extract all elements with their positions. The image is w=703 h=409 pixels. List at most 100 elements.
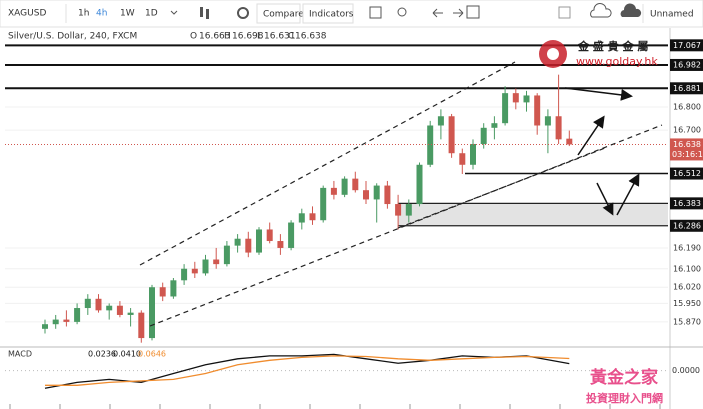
level-tag <box>670 58 703 71</box>
h-value: 16.698 <box>232 32 264 42</box>
channel <box>139 61 663 327</box>
indicators-button[interactable] <box>302 3 354 24</box>
interval-active[interactable]: 4h <box>96 9 107 19</box>
candle-body <box>95 298 102 311</box>
macd-readout: 0.0646 <box>138 350 166 359</box>
fullscreen-icon[interactable] <box>466 5 480 19</box>
plot: 15.870 15.950 16.020 16.100 16.190 16.700 16.8… <box>0 28 703 409</box>
candle-body <box>448 116 455 154</box>
candle-body <box>202 259 209 274</box>
candle-body <box>84 298 91 309</box>
level-label: 17.067 <box>673 41 701 50</box>
candle-body <box>416 164 423 205</box>
macd-readout: 0.0410 <box>113 350 141 359</box>
interval[interactable]: 1D <box>145 9 158 19</box>
save-icon[interactable] <box>620 3 642 17</box>
candle-body <box>74 308 81 322</box>
candle-body <box>127 312 134 315</box>
candle-body <box>181 268 188 281</box>
level-label: 16.512 <box>673 169 701 178</box>
logo <box>539 40 567 68</box>
y-tick-label: 16.700 <box>673 126 701 135</box>
site-name: 黃金之家 <box>589 367 658 388</box>
brand-name: 金 盛 貴 金 屬 <box>577 39 648 53</box>
candle-body <box>352 178 359 191</box>
candle-body <box>256 229 262 253</box>
candle-body <box>534 95 541 126</box>
c-label: C <box>288 32 294 42</box>
macd-readout: 0.0236 <box>88 350 116 359</box>
candle-body <box>405 204 412 216</box>
compare-label[interactable]: Compare <box>263 10 304 20</box>
chart-style-icon[interactable] <box>200 7 209 19</box>
price-tag <box>670 138 703 161</box>
candle-body <box>320 187 327 221</box>
candle-body <box>266 229 273 242</box>
y-tick-label: 16.800 <box>673 103 701 112</box>
arrows <box>564 87 640 216</box>
macd-line <box>45 355 570 386</box>
layout-icon[interactable] <box>558 6 571 19</box>
brand-url: www.golday.hk <box>576 55 658 68</box>
candle-body <box>341 178 348 195</box>
candle-body <box>384 185 391 205</box>
undo-icon[interactable] <box>432 8 443 18</box>
candle-body <box>288 222 295 248</box>
y-tick-label: 15.870 <box>673 317 701 326</box>
alert-icon[interactable] <box>369 6 382 19</box>
candle-body <box>213 259 220 265</box>
interval[interactable]: 1h <box>78 9 89 19</box>
o-label: O <box>190 32 197 42</box>
interval[interactable]: 1W <box>120 9 135 19</box>
level-tag <box>670 82 703 95</box>
candle-body <box>52 319 59 325</box>
candle-body <box>491 123 498 128</box>
redo-icon[interactable] <box>453 8 464 18</box>
zone <box>398 203 668 226</box>
symbol[interactable]: XAGUSD <box>8 9 46 19</box>
idea-icon[interactable] <box>397 7 407 17</box>
indicators-label[interactable]: Indicators <box>309 10 354 20</box>
candle-body <box>470 143 476 165</box>
level-label: 16.881 <box>673 84 701 93</box>
candle-body <box>159 287 166 297</box>
arrow <box>564 87 633 101</box>
candle-body <box>363 190 369 200</box>
level-tag <box>670 197 703 210</box>
l-label: L <box>257 32 262 42</box>
candle-body <box>234 238 241 246</box>
candle-body <box>106 305 113 311</box>
settings-icon[interactable] <box>237 7 249 19</box>
candle-body <box>373 185 380 200</box>
candle-body <box>427 125 434 165</box>
arrow <box>596 182 614 216</box>
c-value: 16.638 <box>295 32 327 42</box>
candle-body <box>459 153 466 165</box>
level-label: 16.982 <box>673 60 701 69</box>
compare-button[interactable] <box>256 3 301 24</box>
arrow <box>577 115 605 156</box>
candle-body <box>480 127 487 144</box>
layout-name[interactable]: Unnamed <box>650 10 694 20</box>
candle-body <box>437 116 444 126</box>
candle-body <box>191 268 198 274</box>
countdown: 03:16:11 <box>672 150 703 159</box>
y-tick-label: 16.190 <box>673 243 701 252</box>
level-tag <box>670 219 703 232</box>
macd-title: MACD <box>8 350 32 359</box>
l-value: 16.631 <box>264 32 296 42</box>
level-tag <box>670 39 703 52</box>
candle-body <box>298 213 305 223</box>
cloud-icon[interactable] <box>590 3 612 18</box>
channel-lower <box>149 124 663 327</box>
candle-body <box>512 93 519 103</box>
candle-body <box>116 305 123 315</box>
arrow <box>616 173 640 216</box>
candle-body <box>223 245 230 265</box>
macd-tick-label: 0.0000 <box>672 366 700 375</box>
level-tag <box>670 167 703 180</box>
candle-body <box>523 95 530 103</box>
dropdown-icon[interactable] <box>170 10 178 15</box>
candle-body <box>395 204 402 216</box>
